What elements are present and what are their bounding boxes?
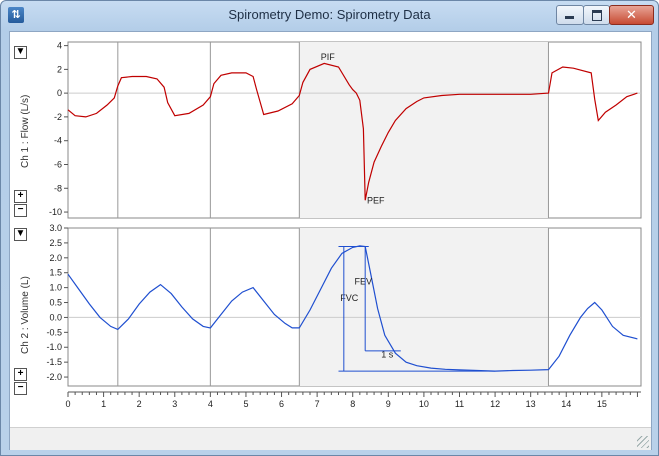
y-tick-label-ch2: 0.0 <box>49 312 62 322</box>
close-icon: ✕ <box>626 7 637 22</box>
y-tick-label-ch1: -4 <box>54 136 62 146</box>
y-tick-label-ch2: 3.0 <box>49 223 62 233</box>
y-tick-label-ch2: -0.5 <box>46 327 62 337</box>
x-tick-label: 6 <box>279 399 284 409</box>
x-tick-label: 15 <box>597 399 607 409</box>
y-tick-label-ch2: 1.5 <box>49 268 62 278</box>
y-tick-label-ch2: 1.0 <box>49 283 62 293</box>
ch2-zoom-in-button[interactable]: + <box>14 368 27 381</box>
ch2-menu-button[interactable]: ▼ <box>14 228 27 241</box>
x-tick-label: 7 <box>315 399 320 409</box>
y-tick-label-ch1: -6 <box>54 159 62 169</box>
x-tick-label: 13 <box>526 399 536 409</box>
selection-region-ch1 <box>299 42 549 218</box>
y-tick-label-ch1: -2 <box>54 112 62 122</box>
ch1-menu-button[interactable]: ▼ <box>14 46 27 59</box>
annotation-label: 1 s <box>381 350 394 360</box>
x-tick-label: 2 <box>137 399 142 409</box>
x-tick-label: 14 <box>561 399 571 409</box>
x-tick-label: 5 <box>243 399 248 409</box>
annotation-label: FVC <box>340 293 359 303</box>
x-tick-label: 4 <box>208 399 213 409</box>
x-tick-label: 11 <box>455 399 464 409</box>
chart-app-icon[interactable]: ⇅ <box>8 7 24 23</box>
chart-view: ▼ Ch 1 : Flow (L/s) + − ▼ Ch 2 : Volume … <box>9 31 652 450</box>
ch2-zoom-out-button[interactable]: − <box>14 382 27 395</box>
window-title: Spirometry Demo: Spirometry Data <box>228 7 431 22</box>
x-tick-label: 3 <box>172 399 177 409</box>
triangle-down-icon: ▼ <box>15 46 26 57</box>
y-tick-label-ch1: 0 <box>57 88 62 98</box>
annotation-label: PEF <box>367 196 385 206</box>
minimize-icon <box>565 16 574 19</box>
annotation-label: FEV <box>355 277 373 287</box>
y-tick-label-ch2: 0.5 <box>49 298 62 308</box>
spirometry-plot[interactable]: 4 2 0 -2 -4 -6 -8 -10 PIF PEF 3.0 2.5 2.0 1.5 1.0 0.5 0.… <box>10 32 651 427</box>
y-tick-label-ch1: -8 <box>54 183 62 193</box>
annotation-label: PIF <box>321 52 336 62</box>
maximize-icon <box>592 10 602 21</box>
y-tick-label-ch1: 2 <box>57 64 62 74</box>
x-tick-label: 12 <box>490 399 500 409</box>
y-tick-label-ch1: -10 <box>49 207 62 217</box>
maximize-button[interactable] <box>583 5 610 25</box>
y-tick-label-ch2: 2.0 <box>49 253 62 263</box>
flow-trace <box>67 62 638 201</box>
x-tick-label: 0 <box>65 399 70 409</box>
selection-region-ch2 <box>299 228 549 386</box>
y-tick-label-ch2: -1.0 <box>46 342 62 352</box>
y-tick-label-ch1: 4 <box>57 41 62 51</box>
plus-icon: + <box>17 190 24 201</box>
y-tick-label-ch2: 2.5 <box>49 238 62 248</box>
x-tick-label: 8 <box>350 399 355 409</box>
x-tick-label: 10 <box>419 399 429 409</box>
y-tick-label-ch2: -1.5 <box>46 357 62 367</box>
triangle-down-icon: ▼ <box>15 228 26 239</box>
minus-icon: − <box>17 204 24 215</box>
volume-trace <box>67 245 638 372</box>
resize-grip-icon[interactable] <box>637 436 649 448</box>
y-tick-label-ch2: -2.0 <box>46 372 62 382</box>
minus-icon: − <box>17 382 24 393</box>
ch1-zoom-in-button[interactable]: + <box>14 190 27 203</box>
title-bar[interactable]: ⇅ Spirometry Demo: Spirometry Data ✕ <box>1 1 658 29</box>
status-bar <box>10 427 651 450</box>
ch1-zoom-out-button[interactable]: − <box>14 204 27 217</box>
close-button[interactable]: ✕ <box>609 5 654 25</box>
x-tick-label: 1 <box>101 399 106 409</box>
x-tick-label: 9 <box>386 399 391 409</box>
minimize-button[interactable] <box>556 5 584 25</box>
plus-icon: + <box>17 368 24 379</box>
